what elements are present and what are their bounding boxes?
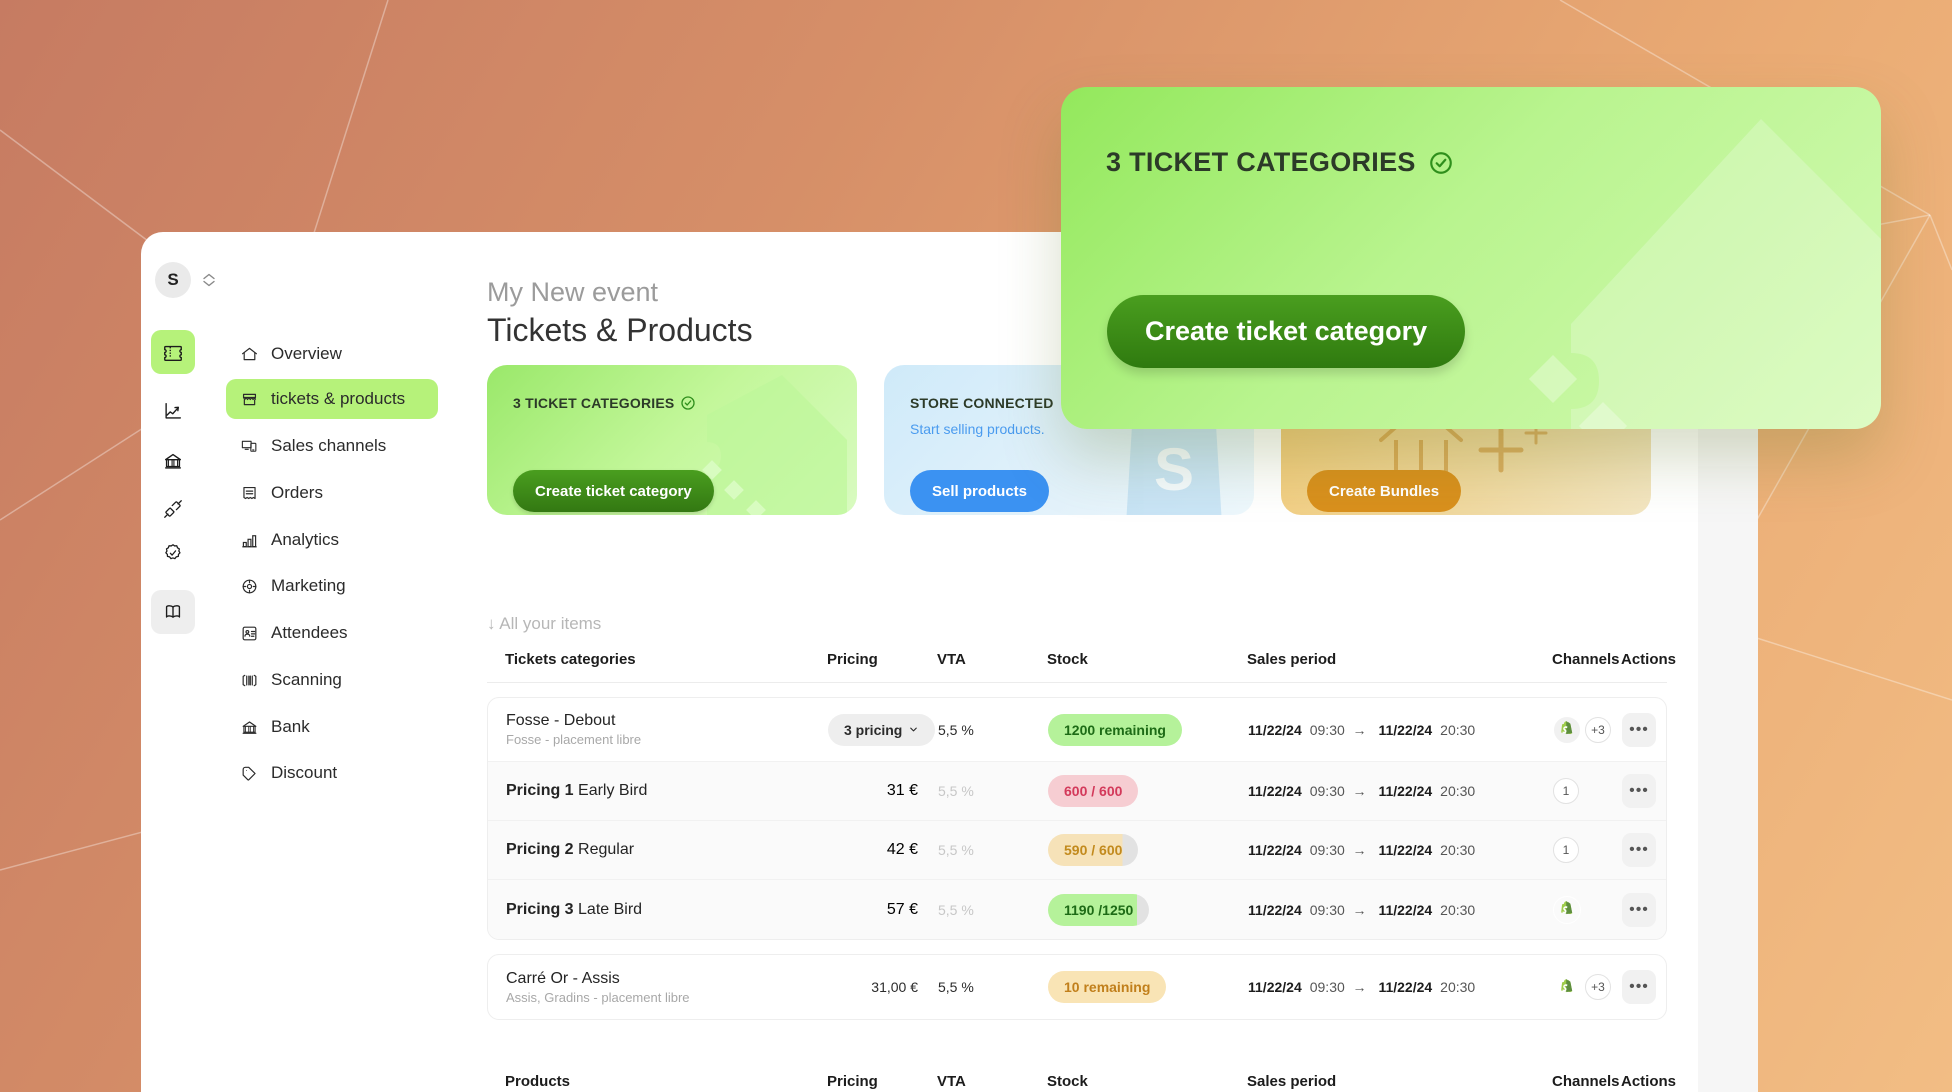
svg-text:S: S <box>1154 436 1194 503</box>
